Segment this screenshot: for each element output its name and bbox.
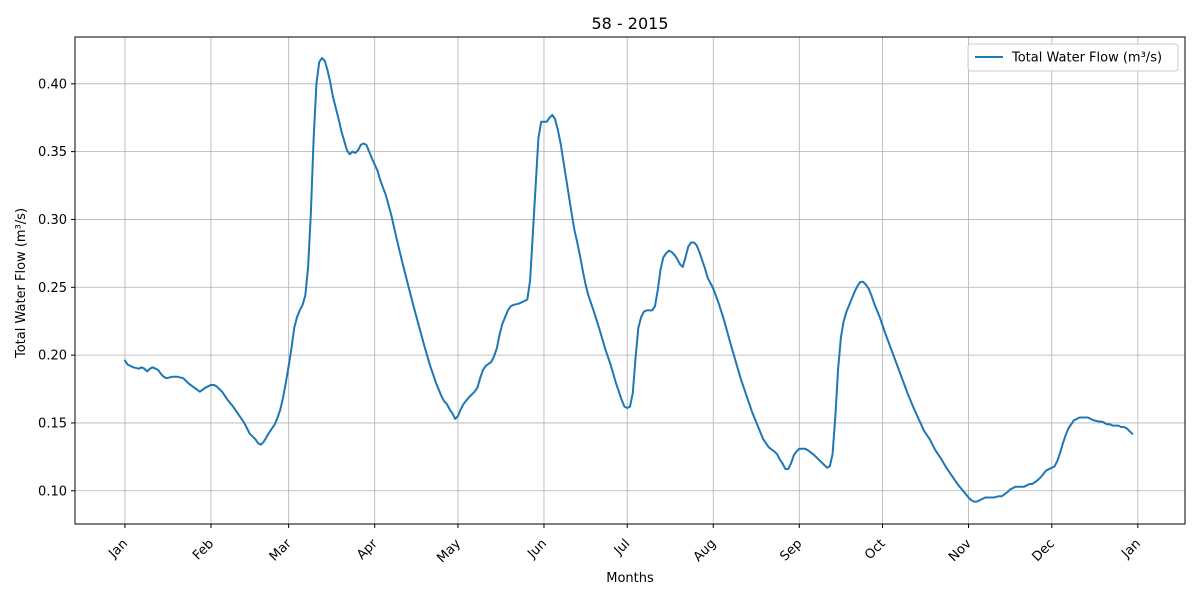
y-tick-label: 0.15 [38, 416, 67, 431]
grid-lines [75, 37, 1185, 524]
legend-box [967, 43, 1179, 72]
series-line-total-water-flow [123, 57, 1134, 503]
series-layer [123, 57, 1134, 503]
y-tick-label: 0.35 [38, 145, 67, 160]
y-tick-label: 0.30 [38, 213, 67, 228]
plot-frame [74, 36, 1186, 525]
x-axis-label: Months [606, 571, 654, 586]
y-tick-label: 0.25 [38, 281, 67, 296]
y-tick-label: 0.40 [38, 77, 67, 92]
legend: Total Water Flow (m³/s) [967, 43, 1179, 72]
y-axis-label: Total Water Flow (m³/s) [14, 208, 29, 359]
legend-entry: Total Water Flow (m³/s) [1011, 51, 1162, 66]
chart-title: 58 - 2015 [591, 14, 668, 33]
y-tick-label: 0.20 [38, 349, 67, 364]
y-tick-label: 0.10 [38, 484, 67, 499]
